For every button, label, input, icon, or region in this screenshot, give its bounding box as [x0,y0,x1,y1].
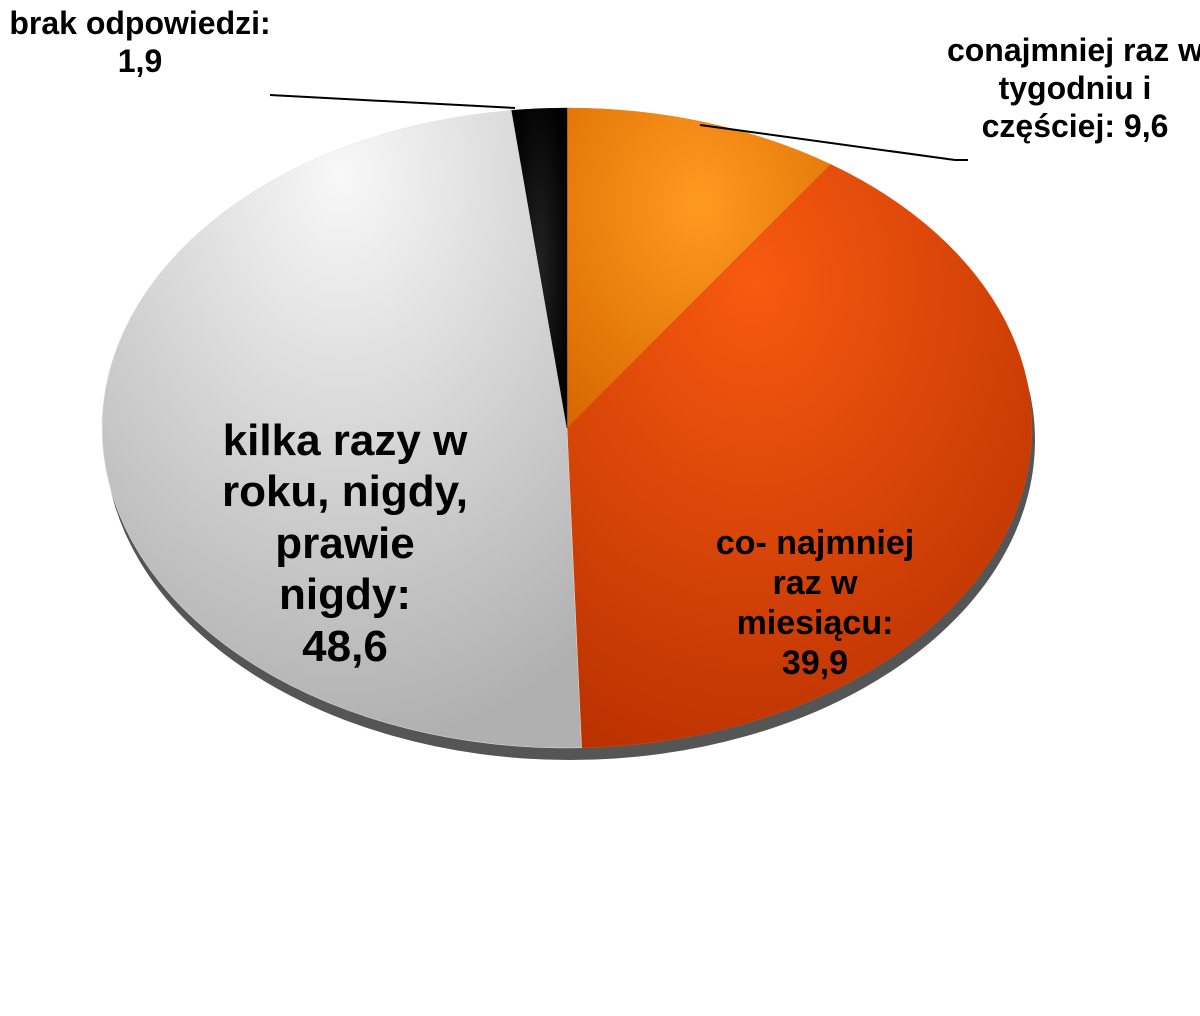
category-label: conajmniej raz w tygodniu i częściej: [946,32,1200,144]
category-label: brak odpowiedzi: [9,5,271,41]
pie-slice [566,107,832,429]
category-label: kilka razy w roku, nigdy, prawie nigdy: [221,416,469,620]
category-label: co- najmniej raz w miesiącu: [715,524,915,643]
leader-line [699,124,956,161]
pie-slice [101,110,582,749]
slice-label: brak odpowiedzi: 1,9 [5,5,275,81]
value-label: 1,9 [117,42,163,79]
pie-slice [566,164,1033,749]
slice-label: co- najmniej raz w miesiącu: 39,9 [690,523,940,683]
slice-label: kilka razy w roku, nigdy, prawie nigdy: 4… [215,415,475,672]
slices [101,107,1033,749]
leader-line [269,94,516,109]
value-label: 48,6 [302,621,388,671]
value-label: 39,9 [781,644,849,683]
value-label: 9,6 [1123,107,1169,144]
pie-slice [511,107,568,429]
slice-label: conajmniej raz w tygodniu i częściej: 9,… [940,32,1200,145]
